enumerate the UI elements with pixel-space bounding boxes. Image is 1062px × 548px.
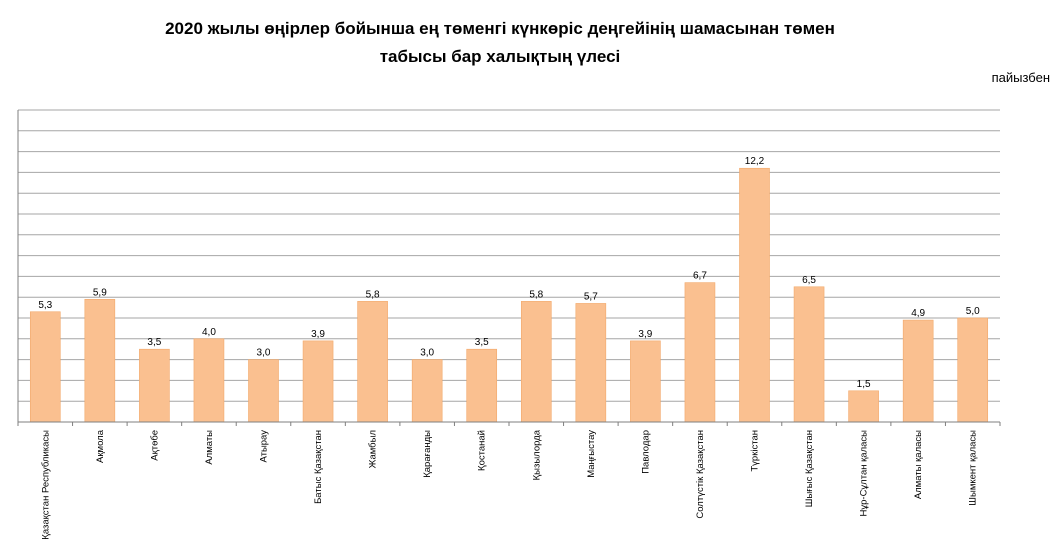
category-label: Павлодар — [640, 430, 651, 474]
bar — [139, 348, 170, 423]
category-label: Ақмола — [95, 429, 106, 463]
category-label: Жамбыл — [368, 430, 379, 468]
data-label: 4,9 — [911, 308, 925, 319]
data-label: 3,9 — [638, 329, 652, 340]
unit-label: пайызбен — [991, 70, 1050, 85]
data-label: 1,5 — [857, 379, 871, 390]
category-label: Қостанай — [477, 430, 488, 471]
category-label: Түркістан — [750, 430, 761, 472]
category-label: Ақтөбе — [149, 430, 160, 461]
bar — [630, 340, 661, 423]
chart-title-line1: 2020 жылы өңірлер бойынша ең төменгі күн… — [165, 19, 835, 38]
data-label: 6,7 — [693, 271, 707, 282]
bar — [248, 359, 279, 423]
bar — [793, 286, 825, 423]
bar — [739, 167, 770, 423]
data-labels: 5,3 5,9 3,5 4,0 3,0 3,9 5,8 3,0 3,5 5,8 5,7 3,9 6,7 1… — [38, 156, 980, 390]
bar — [957, 317, 989, 423]
data-label: 5,3 — [38, 300, 52, 311]
category-label: Нұр-Сұлтан қаласы — [859, 430, 870, 517]
bar — [357, 301, 388, 423]
data-label: 3,5 — [475, 337, 489, 348]
chart-title-line2: табысы бар халықтың үлесі — [379, 47, 621, 66]
category-label: Алматы — [204, 430, 215, 465]
bar — [848, 390, 879, 423]
category-label: Солтүстік Қазақстан — [695, 430, 706, 519]
data-label: 3,9 — [311, 329, 325, 340]
data-label: 3,5 — [147, 337, 161, 348]
gridlines — [18, 109, 1000, 402]
bar — [84, 298, 116, 423]
data-label: 4,0 — [202, 327, 216, 338]
bar — [29, 311, 61, 423]
category-label: Шымкент қаласы — [968, 430, 979, 506]
data-label: 5,7 — [584, 291, 598, 302]
bar — [902, 319, 934, 423]
bar — [193, 338, 225, 423]
data-label: 6,5 — [802, 275, 816, 286]
data-label: 5,9 — [93, 287, 107, 298]
data-label: 5,0 — [966, 306, 980, 317]
category-label: Маңғыстау — [586, 430, 597, 478]
bar — [411, 359, 443, 423]
axes — [17, 110, 1001, 426]
bars — [29, 167, 989, 423]
data-label: 12,2 — [745, 156, 765, 167]
category-label: Шығыс Қазақстан — [804, 430, 815, 507]
category-label: Атырау — [259, 430, 270, 463]
category-labels: Қазақстан Республикасы Ақмола Ақтөбе Алматы… — [40, 429, 978, 539]
category-label: Алматы қаласы — [913, 430, 924, 499]
data-label: 5,8 — [366, 289, 380, 300]
category-label: Қарағанды — [422, 430, 433, 478]
data-label: 5,8 — [529, 289, 543, 300]
bar — [575, 303, 607, 423]
category-label: Қызылорда — [531, 429, 542, 480]
bar — [684, 282, 716, 423]
data-label: 3,0 — [257, 348, 271, 359]
bar — [520, 301, 552, 423]
bar — [302, 340, 334, 423]
data-label: 3,0 — [420, 348, 434, 359]
bar — [466, 348, 498, 423]
category-label: Батыс Қазақстан — [313, 430, 324, 504]
category-label: Қазақстан Республикасы — [40, 430, 51, 540]
